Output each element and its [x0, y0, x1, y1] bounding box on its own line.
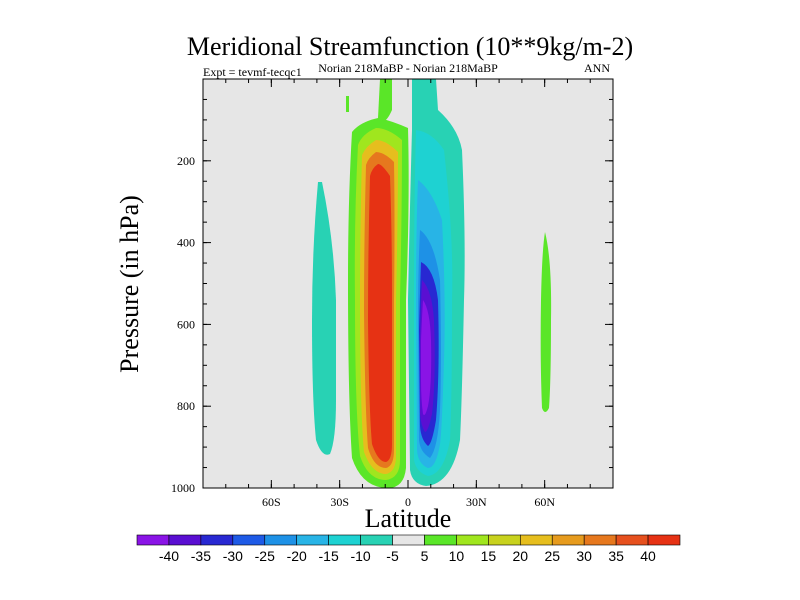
colorbar-label: -10 [350, 548, 370, 564]
y-tick-label: 1000 [171, 481, 195, 495]
positive-cell-level-40 [368, 164, 392, 462]
colorbar-swatch [424, 534, 457, 546]
colorbar-swatch [264, 534, 298, 546]
y-tick-label: 200 [177, 154, 195, 168]
y-tick-label: 600 [177, 317, 195, 331]
colorbar-label: -15 [319, 548, 339, 564]
y-axis-title: Pressure (in hPa) [115, 195, 144, 373]
x-tick-label: 60N [534, 495, 555, 509]
colorbar-swatch [583, 534, 617, 546]
colorbar-label: 30 [576, 548, 592, 564]
north-positive-cell [540, 232, 552, 412]
x-tick-label: 30S [330, 495, 349, 509]
colorbar-swatch [392, 534, 425, 546]
x-tick-label: 30N [466, 495, 487, 509]
colorbar-swatch [232, 534, 266, 546]
colorbar-swatch [328, 534, 361, 546]
colorbar-label: 20 [513, 548, 529, 564]
colorbar-label: 25 [544, 548, 560, 564]
colorbar-swatch [200, 534, 234, 546]
colorbar-swatch [647, 534, 681, 546]
chart-title: Meridional Streamfunction (10**9kg/m-2) [187, 32, 633, 61]
season-label: ANN [584, 61, 610, 75]
colorbar-label: -20 [287, 548, 307, 564]
colorbar-swatch [519, 534, 553, 546]
positive-cell-tower [378, 79, 392, 122]
colorbar-label: -40 [159, 548, 179, 564]
colorbar-label: -5 [386, 548, 399, 564]
negative-cell-level-40 [421, 300, 432, 415]
colorbar-label: 10 [449, 548, 465, 564]
y-tick-label: 400 [177, 236, 195, 250]
colorbar-label: 40 [640, 548, 656, 564]
contour-fills [312, 79, 552, 488]
south-negative-cell [312, 182, 336, 455]
small-positive-blob [346, 96, 349, 112]
colorbar-label: 5 [421, 548, 429, 564]
colorbar-swatch [488, 534, 521, 546]
colorbar-label: 35 [608, 548, 624, 564]
colorbar-swatch [615, 534, 649, 546]
colorbar-label: -35 [191, 548, 211, 564]
experiment-label: Expt = tevmf-tecqc1 [203, 65, 302, 79]
x-axis-title: Latitude [365, 504, 452, 533]
axes: 60S 30S 0 30N 60N 200 400 600 800 1000 [171, 78, 614, 509]
colorbar-label: 15 [481, 548, 497, 564]
x-tick-label: 0 [405, 495, 411, 509]
y-tick-label: 800 [177, 399, 195, 413]
colorbar-swatch [551, 534, 585, 546]
colorbar-swatch [136, 534, 170, 546]
colorbar-label: -30 [223, 548, 243, 564]
colorbar-label: -25 [255, 548, 275, 564]
x-tick-label: 60S [262, 495, 281, 509]
colorbar: -40 -35 -30 -25 -20 -15 -10 -5 5 10 15 20 25 30 35 40 [136, 534, 681, 564]
colorbar-swatch [296, 534, 329, 546]
colorbar-swatch [456, 534, 489, 546]
experiment-subtitle: Norian 218MaBP - Norian 218MaBP [318, 61, 498, 75]
colorbar-swatch [168, 534, 202, 546]
colorbar-swatch [360, 534, 393, 546]
